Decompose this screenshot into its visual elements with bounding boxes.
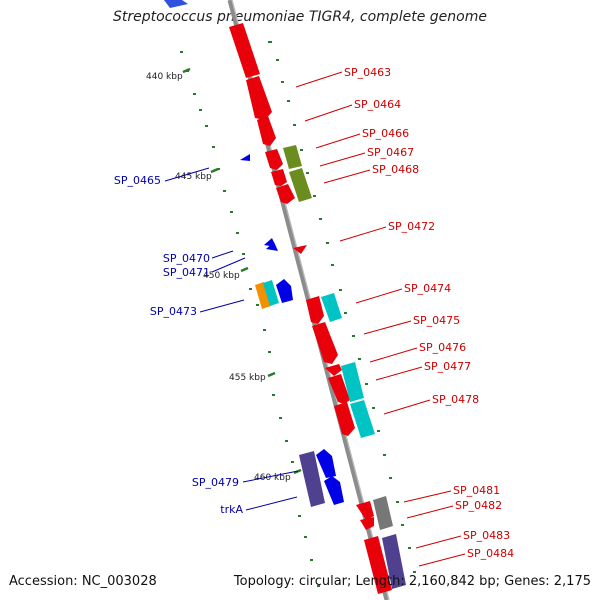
gene-block[interactable] xyxy=(350,400,375,438)
gene-arrow[interactable] xyxy=(356,501,374,520)
kbp-label: 450 kbp xyxy=(203,271,240,281)
colored-genes xyxy=(255,145,406,589)
gene-label[interactable]: SP_0472 xyxy=(388,220,435,233)
gene-label[interactable]: SP_0479 xyxy=(192,476,239,489)
gene-label[interactable]: SP_0473 xyxy=(150,305,197,318)
map-title: Streptococcus pneumoniae TIGR4, complete… xyxy=(113,9,487,25)
gene-arrow[interactable] xyxy=(316,449,336,478)
gene-block[interactable] xyxy=(321,293,342,322)
gene-label[interactable]: SP_0474 xyxy=(404,282,451,295)
accession-text: Accession: NC_003028 xyxy=(9,574,157,589)
gene-arrow[interactable] xyxy=(293,245,307,254)
gene-arrow[interactable] xyxy=(266,242,278,251)
gene-arrow[interactable] xyxy=(265,149,283,170)
gene-arrow[interactable] xyxy=(246,76,272,120)
gene-arrow[interactable] xyxy=(328,374,350,404)
gene-block[interactable] xyxy=(255,282,271,309)
gene-label[interactable]: SP_0468 xyxy=(372,163,419,176)
gene-block[interactable] xyxy=(341,362,364,402)
gene-label[interactable]: SP_0464 xyxy=(354,98,401,111)
gene-arrow[interactable] xyxy=(271,169,287,186)
kbp-label: 455 kbp xyxy=(229,373,266,383)
gene-label[interactable]: SP_0466 xyxy=(362,127,409,140)
gene-arrow[interactable] xyxy=(325,364,342,376)
topology-text: Topology: circular; Length: 2,160,842 bp… xyxy=(233,574,591,589)
gene-block[interactable] xyxy=(289,168,312,202)
forward-genes xyxy=(229,23,392,594)
gene-arrow[interactable] xyxy=(364,536,392,594)
gene-block[interactable] xyxy=(299,451,325,507)
gene-arrow[interactable] xyxy=(306,296,324,324)
gene-arrow[interactable] xyxy=(324,476,344,505)
gene-label[interactable]: SP_0476 xyxy=(419,341,466,354)
outer-left-ticks xyxy=(180,51,320,587)
kbp-label: 460 kbp xyxy=(254,473,291,483)
gene-block[interactable] xyxy=(382,534,406,589)
gene-label[interactable]: SP_0471 xyxy=(163,266,210,279)
gene-label[interactable]: trkA xyxy=(220,503,243,516)
gene-block[interactable] xyxy=(263,280,279,306)
gene-label[interactable]: SP_0470 xyxy=(163,252,210,265)
outer-right-ticks xyxy=(268,41,416,573)
gene-arrow[interactable] xyxy=(334,402,355,436)
gene-label[interactable]: SP_0481 xyxy=(453,484,500,497)
gene-label[interactable]: SP_0477 xyxy=(424,360,471,373)
gene-label[interactable]: SP_0475 xyxy=(413,314,460,327)
gene-label[interactable]: SP_0484 xyxy=(467,547,514,560)
gene-arrow[interactable] xyxy=(360,517,374,530)
right-callouts xyxy=(295,71,466,567)
gene-label[interactable]: SP_0463 xyxy=(344,66,391,79)
kbp-label: 445 kbp xyxy=(175,172,212,182)
gene-arrow[interactable] xyxy=(312,322,338,364)
kbp-major-ticks xyxy=(182,67,302,475)
left-callouts xyxy=(164,167,299,511)
gene-arrow[interactable] xyxy=(240,154,250,161)
kbp-label: 440 kbp xyxy=(146,72,183,82)
reverse-genes xyxy=(164,0,344,505)
gene-arrow[interactable] xyxy=(257,116,276,146)
gene-arrow[interactable] xyxy=(276,279,293,303)
gene-label[interactable]: SP_0483 xyxy=(463,529,510,542)
gene-label[interactable]: SP_0478 xyxy=(432,393,479,406)
gene-arrow[interactable] xyxy=(229,23,260,78)
gene-label[interactable]: SP_0482 xyxy=(455,499,502,512)
gene-block[interactable] xyxy=(373,496,393,530)
gene-block[interactable] xyxy=(283,145,302,169)
gene-label[interactable]: SP_0465 xyxy=(114,174,161,187)
gene-label[interactable]: SP_0467 xyxy=(367,146,414,159)
gene-arrow[interactable] xyxy=(164,0,188,8)
gene-arrow[interactable] xyxy=(276,184,295,204)
